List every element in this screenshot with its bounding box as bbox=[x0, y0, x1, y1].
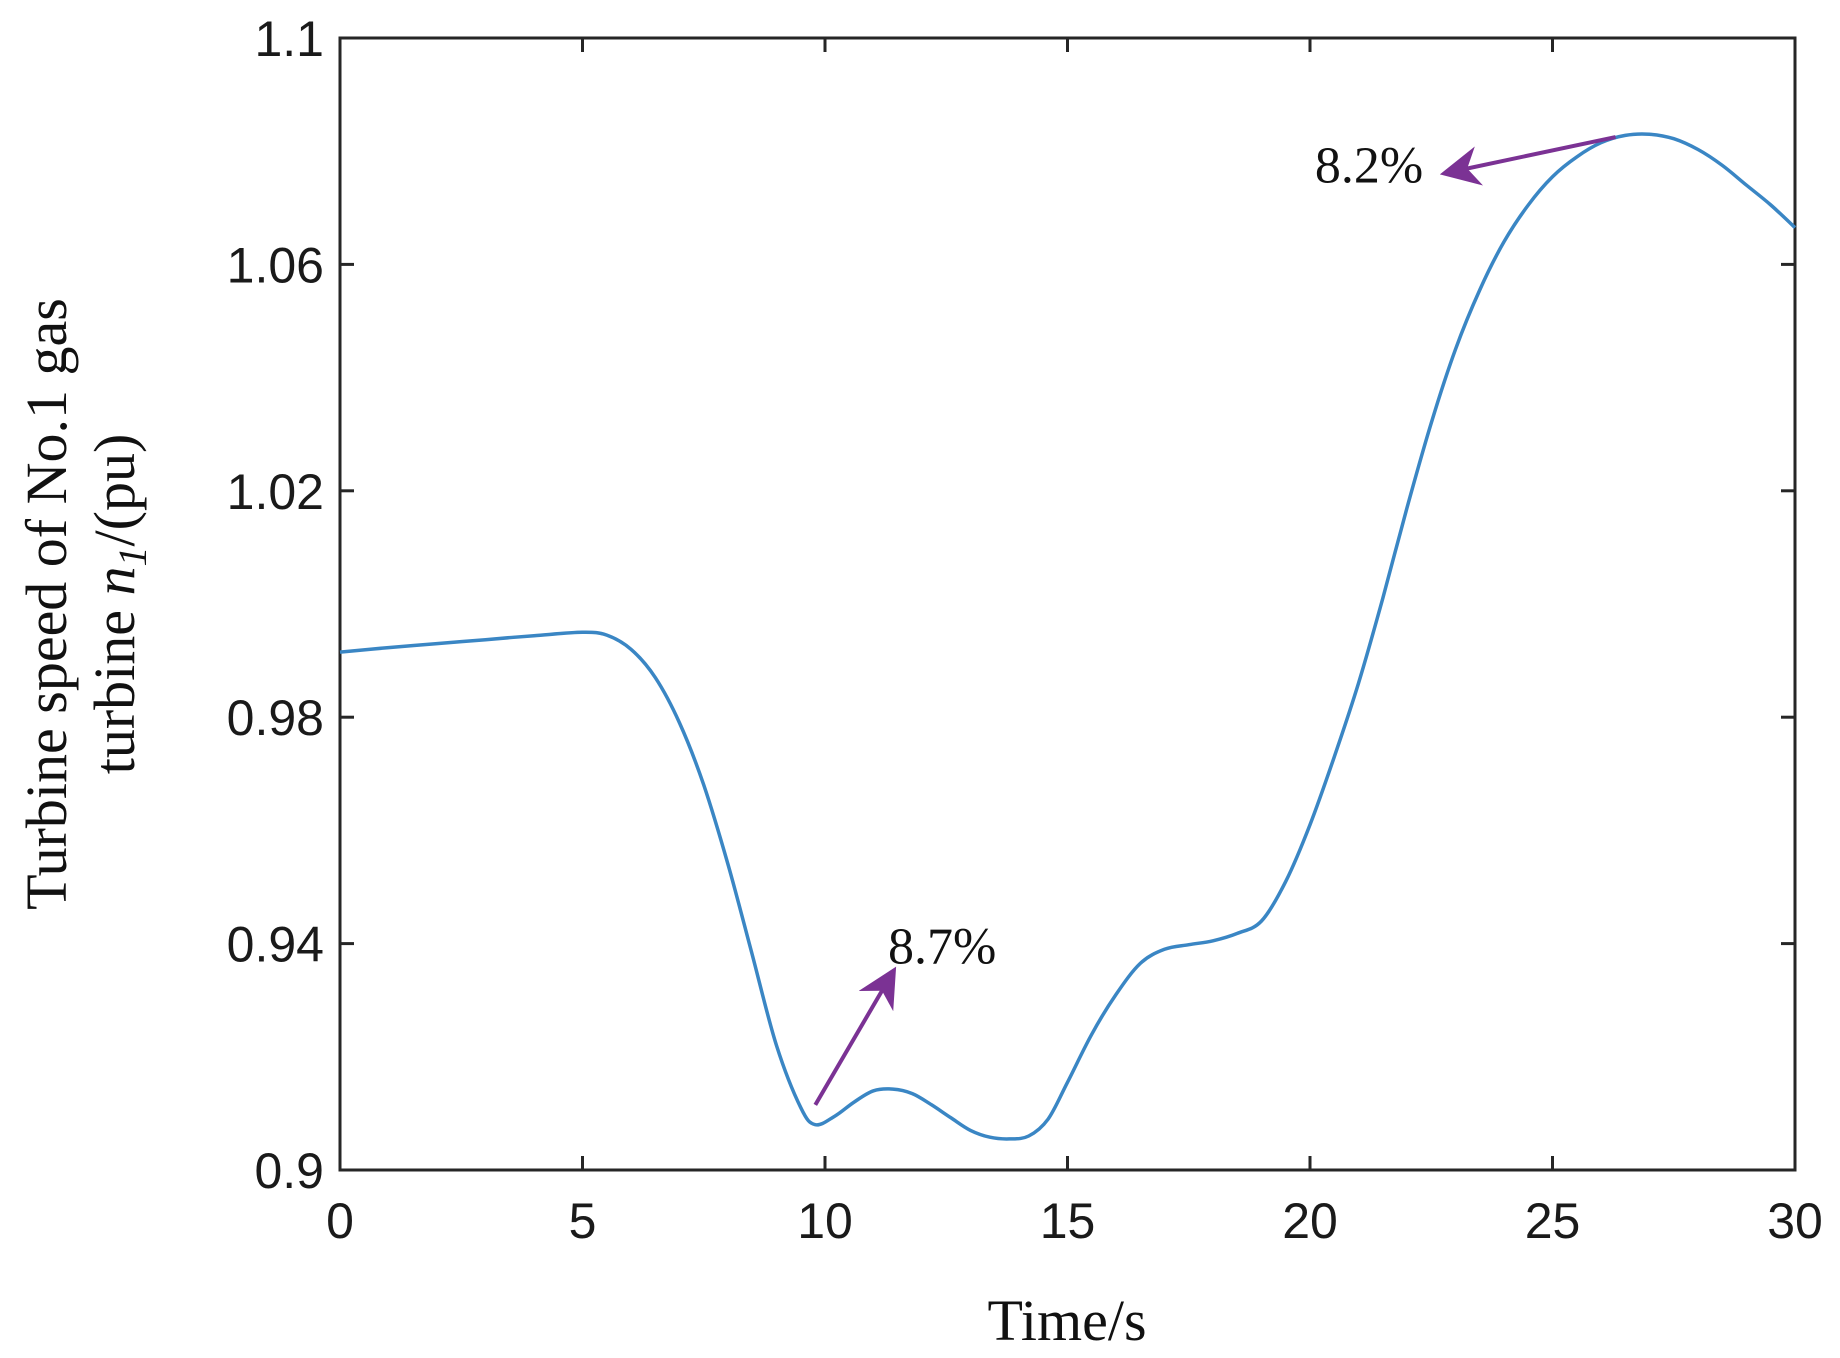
annotation-label: 8.7% bbox=[888, 918, 996, 975]
x-tick-label: 0 bbox=[326, 1193, 354, 1249]
y-tick-label: 1.1 bbox=[254, 11, 324, 67]
annotation-arrow bbox=[813, 966, 897, 1106]
y-tick-label: 0.98 bbox=[227, 690, 324, 746]
y-tick-label: 0.94 bbox=[227, 917, 324, 973]
y-tick-label: 1.02 bbox=[227, 464, 324, 520]
y-axis-title-line-2: turbine n1/(pu) bbox=[82, 434, 155, 775]
annotation-label: 8.2% bbox=[1315, 137, 1423, 194]
x-tick-label: 5 bbox=[569, 1193, 597, 1249]
x-tick-label: 15 bbox=[1040, 1193, 1096, 1249]
y-axis: 0.9 0.94 0.98 1.02 1.06 1.1 bbox=[227, 11, 1795, 1199]
x-axis-title: Time/s bbox=[987, 1288, 1146, 1353]
x-tick-label: 30 bbox=[1767, 1193, 1823, 1249]
y-tick-label: 1.06 bbox=[227, 237, 324, 293]
y-axis-title-prefix: turbine bbox=[82, 595, 147, 774]
x-tick-label: 20 bbox=[1282, 1193, 1338, 1249]
y-axis-title-line-1: Turbine speed of No.1 gas bbox=[14, 298, 79, 910]
annotation-layer: 8.7% 8.2% bbox=[813, 135, 1616, 1106]
y-axis-title-subscript: 1 bbox=[110, 546, 155, 566]
y-tick-label: 0.9 bbox=[254, 1143, 324, 1199]
y-axis-title-symbol: n bbox=[82, 566, 147, 595]
y-axis-title-suffix: /(pu) bbox=[82, 434, 147, 547]
y-axis-title: Turbine speed of No.1 gas turbine n1/(pu… bbox=[14, 298, 155, 910]
plot-area bbox=[338, 36, 1797, 1172]
x-axis: 0 5 10 15 20 25 30 bbox=[326, 38, 1823, 1249]
series-layer bbox=[339, 132, 1797, 1141]
annotation-arrow bbox=[1439, 135, 1616, 186]
series-line bbox=[339, 132, 1797, 1141]
x-tick-label: 10 bbox=[797, 1193, 853, 1249]
x-tick-label: 25 bbox=[1525, 1193, 1581, 1249]
